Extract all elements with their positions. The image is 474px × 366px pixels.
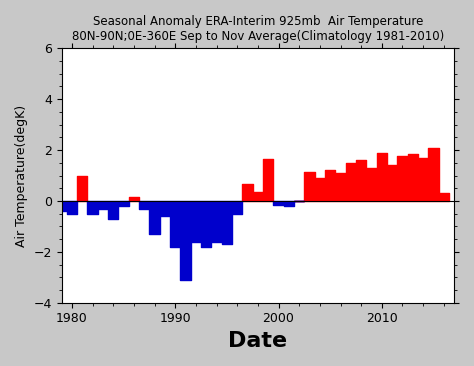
X-axis label: Date: Date [228, 331, 287, 351]
Title: Seasonal Anomaly ERA-Interim 925mb  Air Temperature
80N-90N;0E-360E Sep to Nov A: Seasonal Anomaly ERA-Interim 925mb Air T… [72, 15, 444, 43]
Y-axis label: Air Temperature(degK): Air Temperature(degK) [15, 104, 28, 247]
